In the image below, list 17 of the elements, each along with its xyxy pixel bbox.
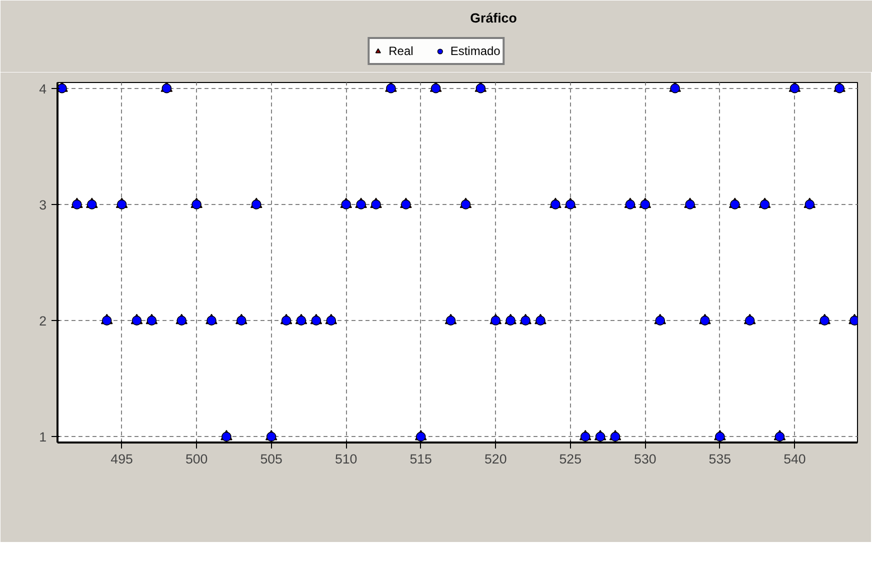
legend-label: Estimado bbox=[450, 44, 500, 58]
x-tick-label: 510 bbox=[334, 452, 358, 466]
y-tick-label: 4 bbox=[39, 81, 48, 96]
chart-title: Gráfico bbox=[470, 10, 517, 26]
x-tick-label: 495 bbox=[110, 452, 133, 466]
x-tick-label: 500 bbox=[185, 452, 208, 466]
x-tick-label: 515 bbox=[410, 452, 432, 466]
x-tick-label: 530 bbox=[634, 452, 656, 466]
legend-label: Real bbox=[388, 44, 414, 58]
x-tick-label: 505 bbox=[260, 452, 282, 466]
y-tick-label: 2 bbox=[39, 314, 47, 329]
x-tick-label: 525 bbox=[559, 452, 582, 466]
x-tick-label: 535 bbox=[708, 452, 732, 466]
x-tick-label: 540 bbox=[784, 452, 806, 466]
y-tick-label: 1 bbox=[39, 430, 47, 445]
y-tick-label: 3 bbox=[39, 197, 47, 212]
x-tick-label: 520 bbox=[484, 452, 507, 466]
